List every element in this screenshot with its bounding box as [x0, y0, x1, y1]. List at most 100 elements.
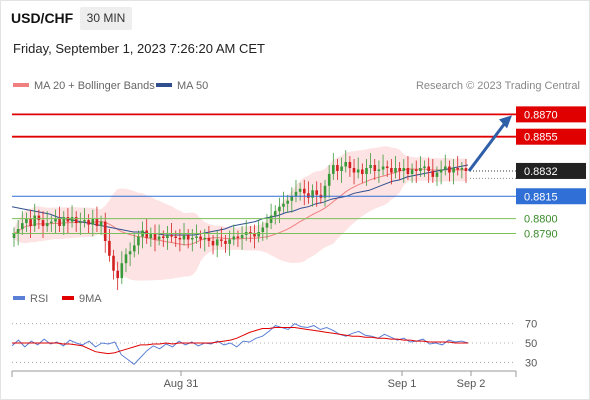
projection-arrow-head — [499, 115, 512, 129]
candle-body — [352, 168, 356, 173]
timeframe-badge[interactable]: 30 MIN — [80, 7, 132, 30]
candle-body — [307, 193, 310, 198]
candle-body — [423, 166, 426, 168]
rsi-tick-label: 50 — [525, 338, 537, 350]
legend-rsi-label: RSI — [30, 293, 49, 305]
candle-body — [249, 232, 252, 234]
candle-body — [311, 190, 314, 198]
candle-body — [87, 220, 90, 225]
candle-body — [456, 168, 459, 170]
candle-body — [41, 220, 45, 227]
candle-body — [377, 169, 381, 171]
candle-body — [348, 162, 352, 168]
last-price-label: 0.8832 — [524, 166, 558, 178]
candle-body — [174, 236, 177, 238]
candle-body — [37, 215, 41, 221]
legend-9ma-label: 9MA — [79, 293, 102, 305]
candle-body — [448, 166, 451, 173]
candle-body — [157, 236, 161, 240]
candle-body — [66, 217, 70, 222]
candle-body — [162, 236, 165, 238]
candle-body — [29, 218, 32, 226]
projection-arrow-shaft — [467, 123, 506, 172]
candle-body — [220, 239, 223, 241]
candle-body — [54, 218, 57, 222]
resistance-label: 0.8855 — [524, 132, 558, 144]
rsi-swatch — [13, 296, 25, 301]
rsi-tick-label: 30 — [525, 357, 537, 369]
candle-body — [133, 245, 136, 252]
last-price-box — [516, 162, 586, 179]
candle-body — [294, 191, 298, 197]
candle-body — [336, 165, 339, 171]
candle-body — [298, 188, 302, 192]
candle-body — [186, 235, 190, 240]
x-axis-tick-label: Sep 1 — [388, 378, 417, 390]
candle-body — [406, 168, 410, 174]
candle-body — [211, 240, 215, 246]
candle-body — [282, 203, 285, 207]
candle-body — [128, 251, 132, 255]
legend-ma20-bollinger: MA 20 + Bollinger Bands — [13, 80, 155, 92]
candle-body — [153, 233, 157, 240]
candle-body — [340, 166, 343, 171]
candle-body — [178, 237, 182, 240]
candle-body — [410, 169, 414, 174]
candle-body — [327, 173, 331, 186]
candle-body — [120, 263, 124, 279]
candle-body — [390, 168, 393, 173]
candle-body — [195, 236, 198, 238]
x-axis-tick-label: Aug 31 — [164, 378, 199, 390]
support-label: 0.8800 — [524, 214, 558, 226]
candle-body — [112, 255, 115, 271]
candle-body — [261, 227, 265, 232]
x-axis-tick-label: Sep 2 — [457, 378, 486, 390]
candle-body — [303, 188, 306, 194]
candle-body — [464, 168, 468, 171]
legend-ma50: MA 50 — [156, 80, 208, 92]
candle-body — [265, 223, 269, 228]
candle-body — [236, 236, 240, 238]
candle-body — [232, 236, 236, 240]
legend-ma20-label: MA 20 + Bollinger Bands — [34, 80, 155, 92]
candle-body — [12, 233, 16, 238]
candle-body — [21, 223, 24, 230]
candle-body — [419, 168, 422, 171]
candle-body — [116, 270, 119, 279]
bollinger-band-area — [14, 146, 466, 281]
credit-text: Research © 2023 Trading Central — [415, 80, 580, 92]
resistance-label-box — [516, 106, 586, 123]
candle-body — [16, 229, 20, 234]
candle-body — [385, 166, 389, 168]
candle-body — [323, 185, 327, 198]
candle-body — [361, 169, 364, 174]
candle-body — [278, 206, 281, 212]
candle-body — [435, 172, 439, 177]
candle-body — [137, 236, 140, 246]
timestamp: Friday, September 1, 2023 7:26:20 AM CET — [13, 41, 265, 56]
candle-body — [50, 221, 53, 224]
candle-body — [356, 169, 360, 173]
candle-body — [79, 221, 82, 224]
resistance-label: 0.8870 — [524, 109, 558, 121]
legend-rsi: RSI — [13, 293, 48, 305]
candle-body — [191, 237, 194, 240]
candle-body — [91, 218, 95, 225]
candle-body — [414, 169, 418, 171]
candle-body — [452, 168, 455, 173]
candle-body — [286, 200, 289, 204]
candle-body — [62, 217, 66, 226]
support-label: 0.8790 — [524, 228, 558, 240]
candle-body — [439, 169, 443, 173]
candle-body — [253, 233, 256, 237]
candle-body — [74, 217, 78, 224]
candle-body — [45, 223, 49, 227]
candle-body — [70, 217, 74, 222]
candle-body — [290, 196, 294, 201]
legend-9ma: 9MA — [62, 293, 102, 305]
candle-body — [145, 230, 148, 238]
candle-body — [344, 162, 347, 167]
candle-body — [108, 240, 111, 256]
candle-body — [365, 168, 368, 174]
